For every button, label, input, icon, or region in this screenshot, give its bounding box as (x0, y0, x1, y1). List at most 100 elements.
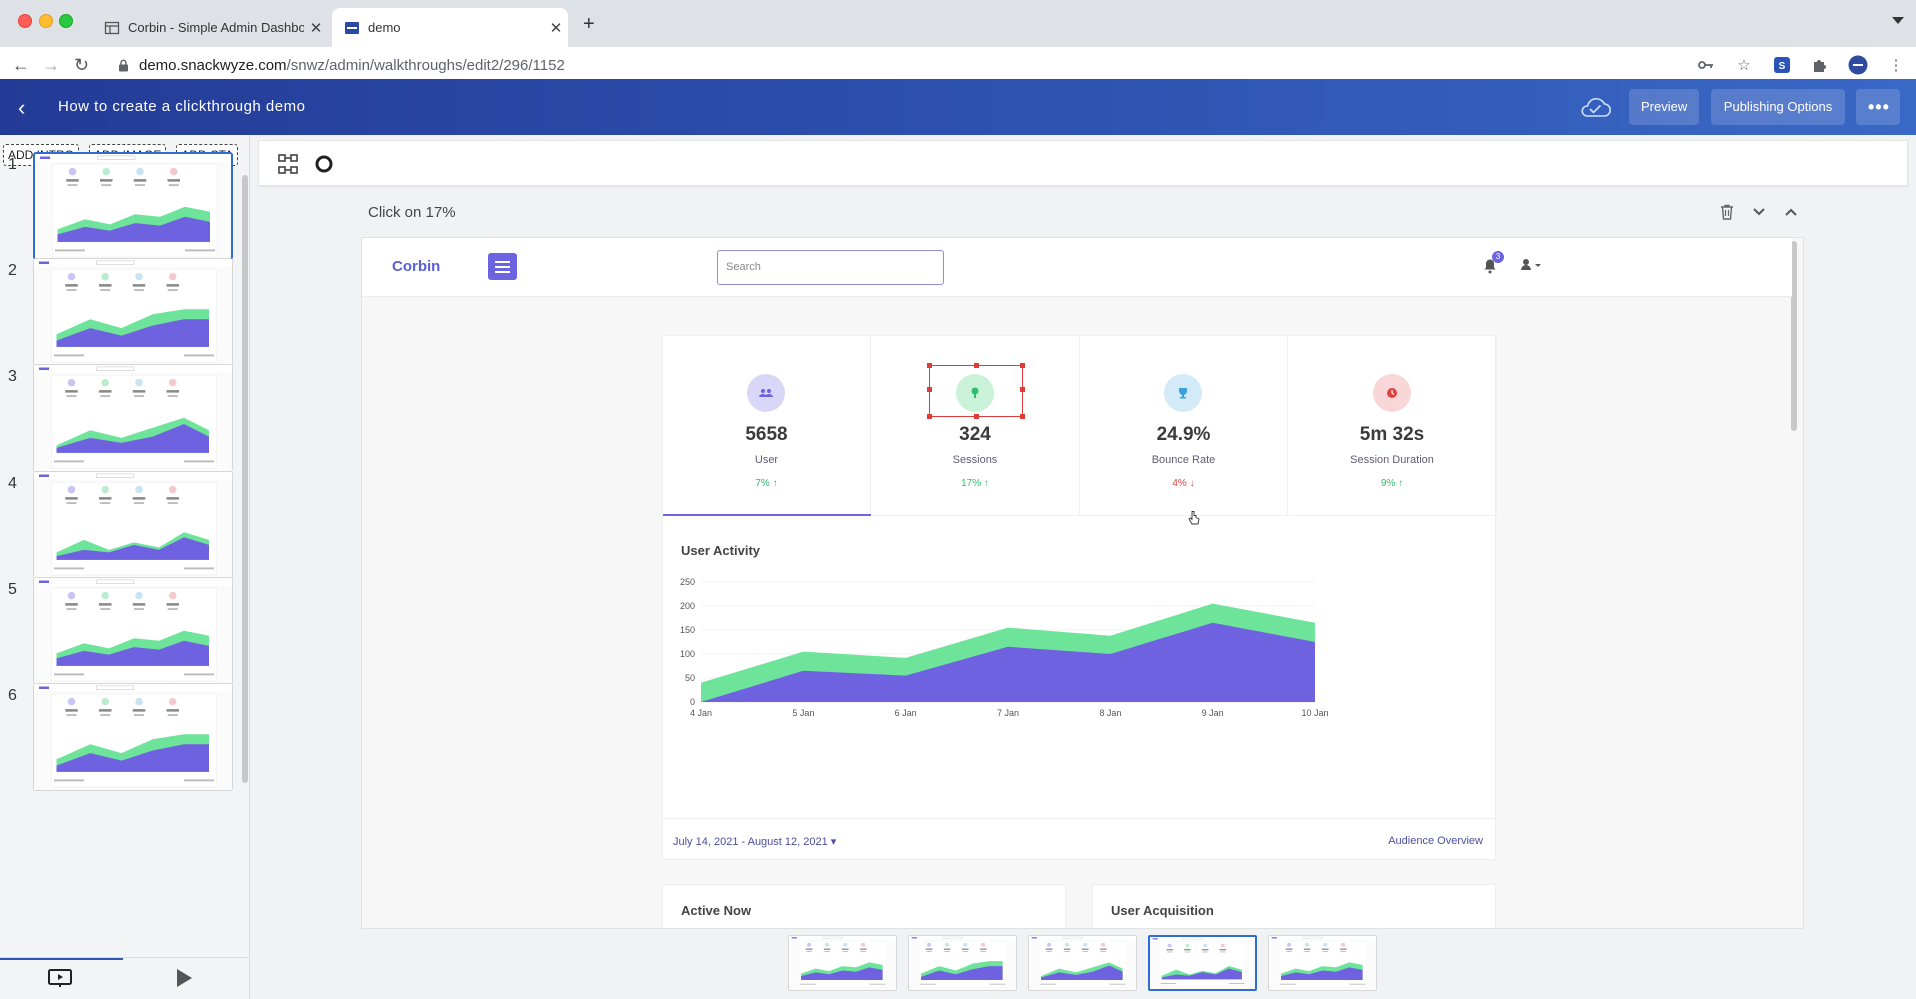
new-tab-icon[interactable]: + (583, 13, 595, 35)
trophy-icon (1164, 374, 1202, 412)
thumbnail-preview (34, 259, 232, 365)
stat-change: 7% ↑ (663, 478, 870, 489)
active-now-card: Active Now (662, 884, 1066, 928)
minimize-window-button[interactable] (39, 14, 53, 28)
publishing-options-button[interactable]: Publishing Options (1711, 89, 1845, 125)
chevron-up-icon[interactable] (1782, 203, 1800, 221)
slides-scrollbar[interactable] (242, 175, 248, 783)
profile-avatar-icon[interactable] (1848, 55, 1868, 75)
slide-item[interactable]: 2 (0, 258, 240, 368)
active-tab-underline (663, 514, 871, 516)
browser-tabbar: Corbin - Simple Admin Dashbo ✕ demo ✕ + (0, 0, 1916, 47)
filmstrip-thumbnail[interactable] (1148, 935, 1257, 991)
slide-number: 6 (8, 687, 17, 704)
browser-tab-corbin[interactable]: Corbin - Simple Admin Dashbo ✕ (92, 8, 328, 47)
slide-number: 2 (8, 262, 17, 279)
tab-title: demo (368, 20, 401, 35)
y-tick-label: 0 (690, 697, 695, 707)
browser-tab-demo[interactable]: demo ✕ (332, 8, 568, 47)
slide-item[interactable]: 4 (0, 471, 240, 581)
circle-tool-icon[interactable] (309, 149, 339, 179)
address-bar: ← → ↻ demo.snackwyze.com/snwz/admin/walk… (0, 47, 1916, 85)
slide-number: 5 (8, 581, 17, 598)
browser-menu-icon[interactable]: ⋮ (1888, 57, 1904, 74)
slide-thumbnail[interactable] (33, 364, 233, 472)
slide-item[interactable]: 5 (0, 577, 240, 687)
filmstrip-thumbnail[interactable] (1028, 935, 1137, 991)
stat-card-bounce-rate: 24.9% Bounce Rate 4% ↓ (1080, 336, 1288, 516)
play-icon[interactable] (175, 968, 193, 988)
slide-thumbnail[interactable] (33, 577, 233, 685)
screenshot-scrollbar[interactable] (1791, 241, 1797, 431)
stat-change-value: 9% (1380, 478, 1396, 489)
slide-item[interactable]: 3 (0, 364, 240, 474)
maximize-window-button[interactable] (59, 14, 73, 28)
slide-thumbnail[interactable] (33, 152, 233, 260)
overview-card: 5658 User 7% ↑ 324 Sessions 17% ↑ 24.9% … (662, 335, 1497, 860)
chevron-left-icon[interactable]: ‹ (18, 95, 26, 120)
x-tick-label: 8 Jan (1099, 708, 1121, 718)
stat-card-session-duration: 5m 32s Session Duration 9% ↑ (1288, 336, 1497, 516)
x-tick-label: 6 Jan (895, 708, 917, 718)
x-tick-label: 7 Jan (997, 708, 1019, 718)
thumbnail-preview (35, 154, 231, 258)
filmstrip-thumbnail[interactable] (908, 935, 1017, 991)
slide-item[interactable]: 6 (0, 683, 240, 793)
arrow-down-icon: ↓ (1189, 478, 1195, 489)
date-range-selector: July 14, 2021 - August 12, 2021 ▾ (673, 835, 836, 848)
filmstrip-thumbnail[interactable] (788, 935, 897, 991)
stat-label: Sessions (952, 454, 998, 466)
stat-label: Session Duration (1350, 454, 1434, 466)
more-options-button[interactable]: ••• (1856, 89, 1900, 125)
slideshow-icon[interactable] (48, 968, 72, 988)
page-icon (104, 21, 120, 34)
chevron-down-icon[interactable] (1750, 203, 1768, 221)
arrow-up-icon: ↑ (772, 478, 778, 489)
app-header: ‹ How to create a clickthrough demo Prev… (0, 79, 1916, 135)
slide-thumbnail[interactable] (33, 258, 233, 366)
sessions-icon (955, 374, 994, 412)
stat-value: 324 (959, 424, 991, 445)
stat-value: 5658 (745, 424, 788, 445)
tab-close-icon[interactable]: ✕ (309, 19, 323, 37)
snackwyze-extension-icon[interactable]: S (1772, 55, 1792, 75)
active-now-title: Active Now (681, 903, 752, 918)
notification-badge: 3 (1492, 251, 1504, 263)
y-tick-label: 250 (680, 577, 695, 587)
step-screenshot[interactable]: Corbin Search 3 5658 User 7% ↑ 324 Sessi… (361, 237, 1804, 929)
tab-title: Corbin - Simple Admin Dashbo (128, 20, 304, 35)
corbin-topbar: Corbin Search 3 (362, 238, 1792, 297)
tab-search-icon[interactable] (1892, 17, 1904, 24)
user-activity-chart: 0 50 100 150 200 250 4 Jan 5 Jan 6 Jan 7 Jan 8 Jan… (680, 577, 1329, 718)
slide-item[interactable]: 1 (0, 152, 240, 262)
forward-arrow-icon[interactable]: → (42, 55, 60, 75)
stat-label: User (754, 454, 779, 466)
cloud-saved-icon (1581, 98, 1612, 117)
filmstrip-thumbnail[interactable] (1268, 935, 1377, 991)
url-host: demo.snackwyze.com (139, 57, 287, 74)
x-tick-label: 5 Jan (792, 708, 814, 718)
url-path: /snwz/admin/walkthroughs/edit2/296/1152 (286, 57, 565, 74)
user-acquisition-card: User Acquisition (1092, 884, 1496, 928)
y-tick-label: 100 (680, 649, 695, 659)
key-icon[interactable] (1696, 55, 1716, 75)
back-arrow-icon[interactable]: ← (12, 55, 30, 75)
slide-number: 3 (8, 368, 17, 385)
close-window-button[interactable] (18, 14, 32, 28)
slide-thumbnail[interactable] (33, 471, 233, 579)
hotspot-tool-icon[interactable] (273, 149, 303, 179)
x-tick-label: 4 Jan (690, 708, 712, 718)
caret-down-icon: ▾ (830, 836, 837, 848)
hotspot-selection-box[interactable] (927, 363, 1025, 419)
thumbnail-preview (909, 936, 1016, 990)
lock-icon[interactable] (118, 59, 129, 72)
slide-thumbnail[interactable] (33, 683, 233, 791)
bell-icon (1484, 259, 1496, 274)
url-field[interactable]: demo.snackwyze.com/snwz/admin/walkthroug… (139, 57, 565, 74)
trash-icon[interactable] (1718, 203, 1736, 221)
bookmark-star-icon[interactable]: ☆ (1737, 57, 1751, 74)
extensions-puzzle-icon[interactable] (1810, 55, 1830, 75)
tab-close-icon[interactable]: ✕ (549, 19, 563, 37)
reload-icon[interactable]: ↻ (74, 55, 90, 75)
preview-button[interactable]: Preview (1629, 89, 1699, 125)
